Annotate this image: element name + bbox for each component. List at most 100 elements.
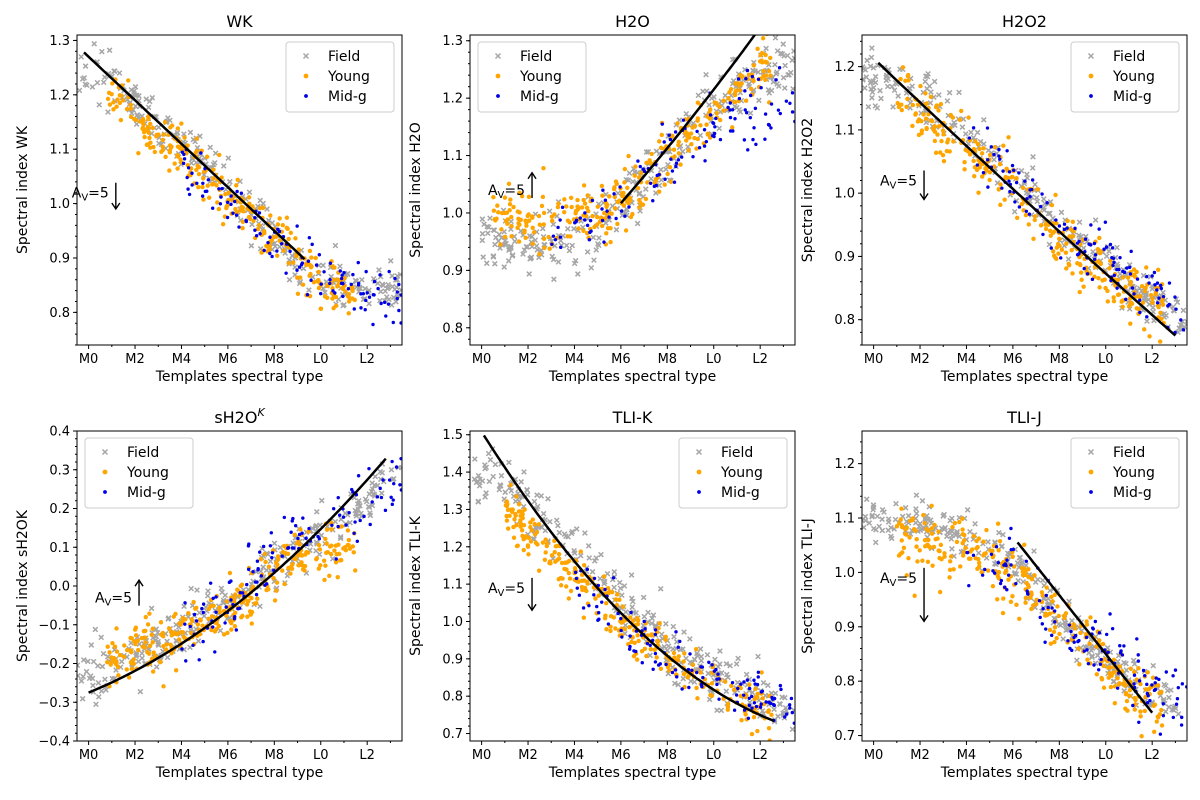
data-point-mid-g xyxy=(730,108,735,112)
data-point-field xyxy=(188,160,195,166)
data-point-young xyxy=(951,139,956,144)
data-point-field xyxy=(398,287,402,293)
data-point-mid-g xyxy=(389,495,393,499)
data-point-mid-g xyxy=(340,273,344,277)
data-point-mid-g xyxy=(352,307,356,311)
data-point-field xyxy=(1045,210,1052,217)
panel-2: M0 M2 M4 M6 M8 L0 L20.80.91.01.11.21.3H2OTempl… xyxy=(408,12,796,385)
x-tick-label: M4 xyxy=(565,352,585,367)
y-tick-label: 1.1 xyxy=(442,149,463,164)
data-point-mid-g xyxy=(1130,286,1135,290)
panel-1: M0 M2 M4 M6 M8 L0 L20.80.91.01.11.21.3WKTempla… xyxy=(15,12,403,385)
data-point-mid-g xyxy=(754,142,758,147)
data-point-young xyxy=(1063,250,1069,255)
data-point-young xyxy=(536,568,542,573)
data-point-young xyxy=(733,90,738,95)
data-point-field xyxy=(885,519,892,525)
data-point-field xyxy=(479,216,486,222)
data-point-young xyxy=(1087,641,1092,646)
y-tick-label: 0.8 xyxy=(834,313,855,328)
data-point-young xyxy=(216,206,222,212)
data-point-young xyxy=(594,222,600,227)
data-point-young xyxy=(340,286,346,292)
data-point-mid-g xyxy=(253,580,258,584)
data-point-mid-g xyxy=(736,77,741,81)
points-group xyxy=(862,492,1187,739)
data-point-field xyxy=(647,652,653,659)
data-point-field xyxy=(95,694,102,700)
data-point-young xyxy=(615,592,620,597)
data-point-young xyxy=(950,524,955,530)
data-point-young xyxy=(288,571,293,576)
data-point-field xyxy=(246,189,253,195)
data-point-young xyxy=(108,662,113,667)
data-point-mid-g xyxy=(1085,272,1090,276)
data-point-young xyxy=(602,615,608,621)
data-point-mid-g xyxy=(307,526,311,531)
data-point-field xyxy=(791,48,795,54)
data-point-young xyxy=(738,72,743,78)
data-point-field xyxy=(697,646,704,652)
data-point-field xyxy=(727,662,733,669)
data-point-field xyxy=(658,631,665,638)
data-point-mid-g xyxy=(986,185,990,189)
data-point-young xyxy=(929,503,934,509)
data-point-young xyxy=(662,182,667,187)
data-point-young xyxy=(556,552,562,557)
data-point-mid-g xyxy=(365,291,369,295)
data-point-mid-g xyxy=(550,242,554,247)
data-point-young xyxy=(749,731,755,737)
data-point-young xyxy=(1158,310,1163,315)
data-point-field xyxy=(95,680,102,686)
data-point-mid-g xyxy=(760,689,765,693)
data-point-field xyxy=(476,483,483,489)
data-point-young xyxy=(549,218,555,224)
data-point-mid-g xyxy=(556,225,560,230)
data-point-mid-g xyxy=(965,550,969,555)
data-point-mid-g xyxy=(1098,662,1103,666)
data-point-field xyxy=(1126,262,1133,268)
data-point-young xyxy=(314,556,320,561)
data-point-young xyxy=(630,618,636,623)
data-point-young xyxy=(941,132,946,137)
data-point-mid-g xyxy=(186,187,190,191)
data-point-young xyxy=(1078,270,1084,275)
data-point-field xyxy=(497,482,503,488)
data-point-field xyxy=(376,267,382,273)
data-point-field xyxy=(735,655,741,662)
data-point-field xyxy=(83,668,90,675)
data-point-mid-g xyxy=(356,474,361,478)
data-point-mid-g xyxy=(992,152,996,157)
chart-title-text: H2O xyxy=(615,12,650,31)
x-tick-label: M0 xyxy=(472,352,492,367)
data-point-field xyxy=(671,633,677,640)
data-point-mid-g xyxy=(353,520,357,524)
data-point-young xyxy=(990,554,996,560)
data-point-young xyxy=(743,712,748,717)
data-point-young xyxy=(530,214,535,219)
data-point-field xyxy=(974,129,981,136)
data-point-mid-g xyxy=(742,138,747,142)
data-point-young xyxy=(167,168,172,173)
data-point-field xyxy=(643,149,650,155)
data-point-mid-g xyxy=(397,308,401,313)
data-point-field xyxy=(133,651,140,658)
legend-marker-field xyxy=(1087,448,1095,456)
data-point-young xyxy=(708,692,713,698)
data-point-young xyxy=(552,550,557,555)
points-group xyxy=(479,35,795,283)
data-point-field xyxy=(1040,196,1047,202)
data-point-young xyxy=(200,623,205,628)
data-point-young xyxy=(1127,688,1133,693)
data-point-young xyxy=(240,219,246,224)
data-point-field xyxy=(82,63,89,69)
data-point-young xyxy=(324,527,330,532)
data-point-field xyxy=(78,53,85,60)
data-point-young xyxy=(899,538,904,543)
data-point-field xyxy=(225,155,232,161)
data-point-young xyxy=(968,549,973,554)
data-point-field xyxy=(870,502,877,508)
data-point-young xyxy=(759,670,764,675)
data-point-young xyxy=(217,609,223,615)
data-point-mid-g xyxy=(1062,227,1067,232)
